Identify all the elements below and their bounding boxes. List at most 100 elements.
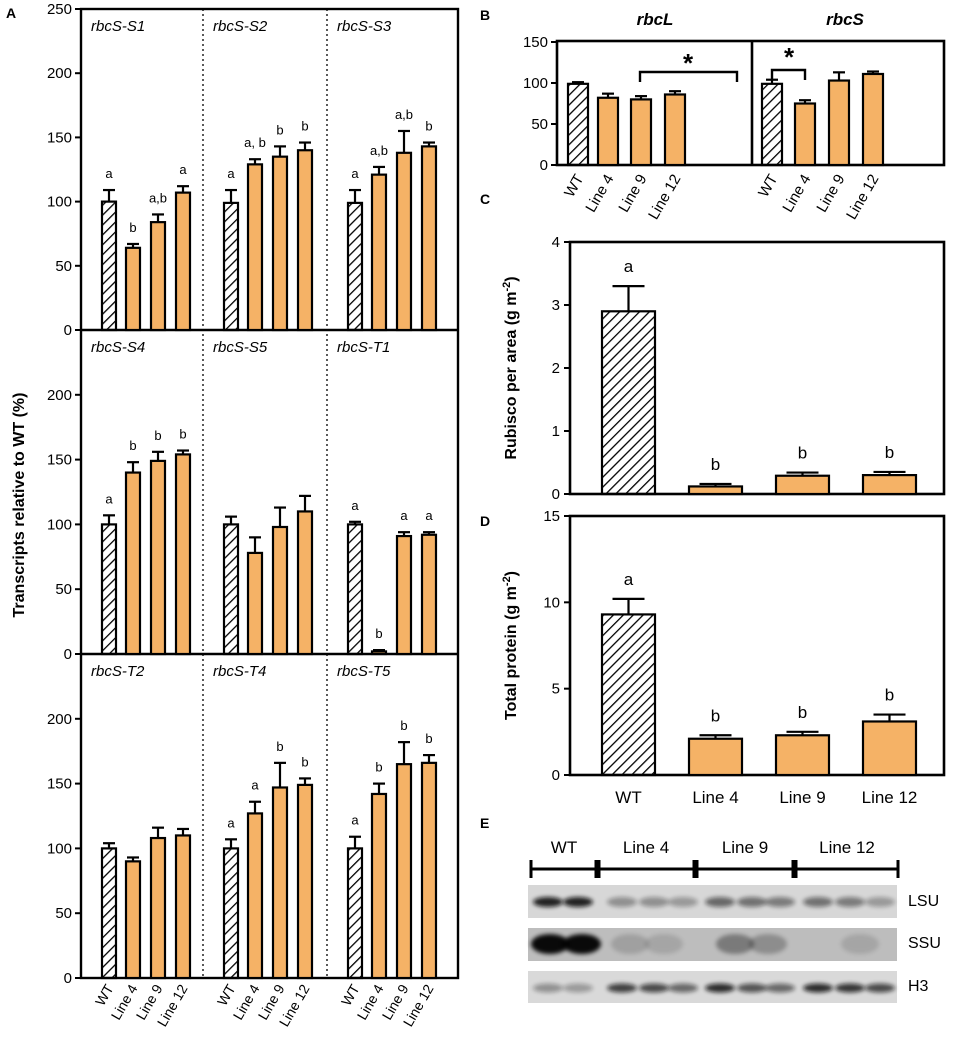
panel-a-sig-letter: b (301, 754, 308, 769)
panel-a-sig-letter: b (425, 119, 432, 134)
panel-a-gene-title: rbcS-T4 (213, 663, 266, 680)
panel-a-bar (124, 246, 142, 332)
panel-d-sig-letter: b (798, 703, 807, 722)
panel-c-bar (861, 474, 918, 496)
panel-b-xtick-label: WT (561, 172, 587, 201)
panel-a-sig-letter: b (425, 731, 432, 746)
blot-band-ssu (563, 934, 601, 954)
panel-b-ytick-label: 0 (540, 157, 548, 174)
panel-d-xtick-label: Line 9 (779, 788, 825, 807)
panel-a-gene-title: rbcS-S5 (213, 339, 268, 356)
panel-a-ytick-label: 50 (55, 581, 72, 598)
panel-a-sig-letter: b (400, 718, 407, 733)
panel-a-sig-letter: a (351, 166, 359, 181)
panel-a-bar (271, 525, 289, 656)
panel-a-ytick-label: 50 (55, 258, 72, 275)
panel-c-bar (687, 485, 744, 496)
panel-d-bar (774, 734, 831, 777)
panel-letter-b: B (480, 7, 490, 23)
blot-lane-label: Line 12 (819, 838, 875, 857)
blot-band-lsu (835, 897, 865, 907)
blot-lane-label: Line 4 (623, 838, 669, 857)
blot-band-h3 (607, 983, 637, 993)
panel-letter-c: C (480, 191, 490, 207)
panel-a-sig-letter: a (351, 813, 359, 828)
blot-row-label-lsu: LSU (908, 893, 940, 910)
blot-band-ssu (716, 934, 754, 954)
panel-c-sig-letter: b (885, 443, 894, 462)
panel-b-bar (596, 96, 620, 167)
blot-band-ssu (645, 934, 683, 954)
panel-a-ytick-label: 200 (47, 711, 72, 728)
panel-b-gene-title: rbcL (637, 10, 674, 29)
panel-a-bar (246, 551, 264, 656)
panel-a-sig-letter: a (425, 508, 433, 523)
panel-d-xtick-label: Line 12 (862, 788, 918, 807)
panel-d-ytick-label: 0 (552, 767, 560, 784)
blot-band-lsu (865, 897, 895, 907)
panel-b-frame (555, 39, 946, 167)
panel-a-bar (100, 847, 118, 980)
panel-a-sig-letter: b (301, 119, 308, 134)
panel-a-sig-letter: b (375, 626, 382, 641)
panel-b-xtick-label: WT (755, 172, 781, 201)
panel-a-gene-title: rbcS-S3 (337, 18, 392, 35)
panel-b-xtick-label: Line 12 (843, 172, 882, 223)
blot-band-ssu (611, 934, 649, 954)
panel-a-sig-letter: b (129, 220, 136, 235)
panel-a-sig-letter: a,b (370, 143, 388, 158)
panel-a-sig-letter: a (105, 491, 113, 506)
panel-d-bar (861, 720, 918, 777)
panel-c-sig-letter: b (798, 444, 807, 463)
panel-a-bar (149, 836, 167, 980)
panel-a-bar (100, 523, 118, 656)
panel-a-bar (124, 860, 142, 980)
blot-band-h3 (533, 983, 563, 993)
panel-a-gene-title: rbcS-T2 (91, 663, 145, 680)
panel-a-bar (395, 763, 413, 980)
panel-a-chart: A B C D E Transcripts relative to WT (%) 0 50 10… (6, 1, 490, 1029)
panel-b-bar (566, 82, 590, 167)
panel-a-sig-letter: b (129, 438, 136, 453)
panel-a-bar (296, 783, 314, 980)
panel-b-bar (827, 79, 851, 167)
blot-band-lsu (639, 897, 669, 907)
panel-a-bar (370, 173, 388, 332)
blot-band-ssu (841, 934, 879, 954)
panel-a-ytick-label: 150 (47, 776, 72, 793)
panel-b-ytick-label: 50 (531, 116, 548, 133)
panel-a-sig-letter: a (251, 778, 259, 793)
panel-a-bar (174, 453, 192, 656)
blot-band-h3 (668, 983, 698, 993)
panel-a-ytick-label: 0 (64, 646, 72, 663)
panel-d-chart: 0 5 10 15 Total protein (g m-2) a b b b WT Line 4 L… (501, 508, 946, 807)
panel-a-bar (174, 191, 192, 332)
panel-a-sig-letter: a (179, 162, 187, 177)
panel-d-ytick-label: 10 (543, 594, 560, 611)
blot-band-lsu (607, 897, 637, 907)
panel-a-sig-letter: a, b (244, 135, 266, 150)
panel-b-bar (663, 93, 687, 167)
panel-a-gene-title: rbcS-S4 (91, 339, 145, 356)
panel-d-frame (568, 514, 946, 777)
panel-a-sig-letter: a,b (395, 107, 413, 122)
panel-b-bar (629, 98, 653, 167)
panel-a-bar (174, 834, 192, 980)
panel-a-bar (395, 151, 413, 332)
panel-a-sig-letter: b (276, 122, 283, 137)
panel-a-bar (222, 847, 240, 980)
panel-a-ytick-label: 100 (47, 194, 72, 211)
panel-a-gene-title: rbcS-T1 (337, 339, 390, 356)
blot-lane-label: WT (551, 838, 577, 857)
panel-a-bar (246, 812, 264, 980)
panel-a-frame (79, 7, 460, 980)
panel-d-sig-letter: a (624, 570, 634, 589)
panel-a-ytick-label: 0 (64, 970, 72, 987)
panel-a-sig-letter: a,b (149, 190, 167, 205)
blot-band-h3 (765, 983, 795, 993)
panel-a-ytick-label: 0 (64, 322, 72, 339)
panel-a-ytick-label: 100 (47, 840, 72, 857)
panel-a-bar (271, 786, 289, 980)
